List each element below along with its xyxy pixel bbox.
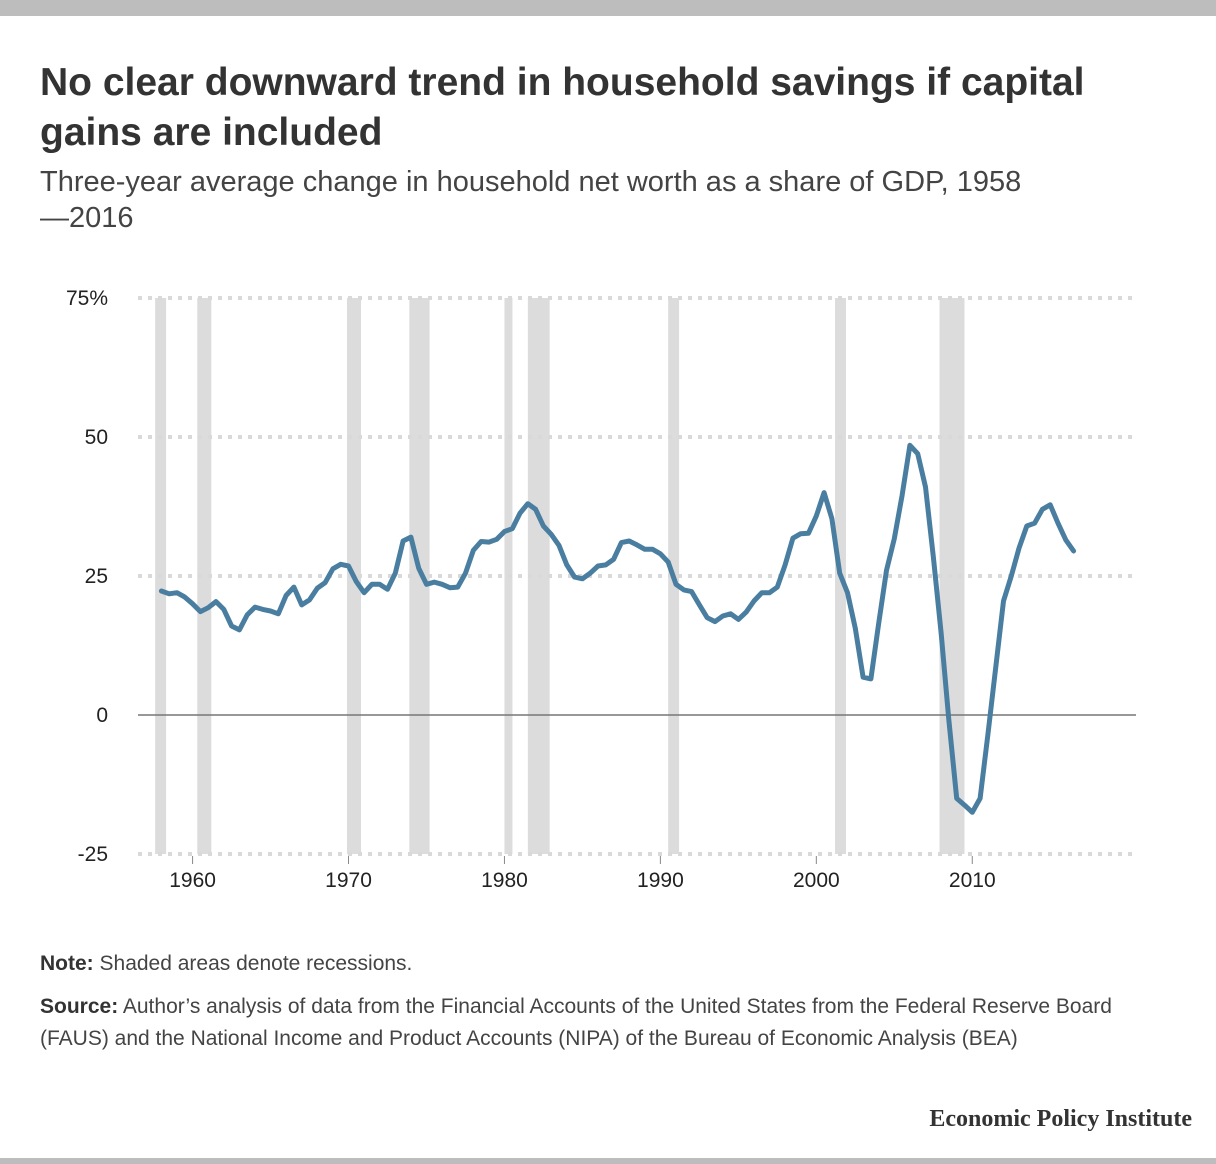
y-tick-label: 25 [85,565,108,588]
x-axis-tick-labels: 1960 1970 1980 1990 2000 2010 [169,856,996,892]
chart-note: Note: Shaded areas denote recessions. [40,948,1180,980]
x-tick-label: 2000 [793,869,840,892]
x-tick-label: 1970 [325,869,372,892]
gridlines [138,296,1136,856]
series-lines [158,442,1077,815]
x-tick-label: 2010 [949,869,996,892]
x-tick-label: 1990 [637,869,684,892]
source-label: Source: [40,995,119,1018]
source-text: Author’s analysis of data from the Finan… [40,995,1112,1050]
y-tick-label: 0 [96,704,108,727]
y-tick-label: 50 [85,426,108,449]
note-label: Note: [40,952,94,975]
note-text: Shaded areas denote recessions. [99,952,413,975]
y-axis-tick-labels: 75% 50 25 0 -25 [66,287,108,866]
brand-logo-text: Economic Policy Institute [929,1106,1192,1132]
chart-title: No clear downward trend in household sav… [40,61,1085,154]
chart-subtitle: Three-year average change in household n… [40,166,1022,234]
chart-source: Source: Author’s analysis of data from t… [40,991,1180,1055]
y-tick-label: -25 [78,843,108,866]
line-chart: 75% 50 25 0 -25 1960 1970 1980 1990 2000 2010 [66,287,1136,892]
x-tick-label: 1980 [481,869,528,892]
series-line-1 [158,442,1077,815]
bottom-border-bar [0,1158,1216,1164]
top-border-bar [0,0,1216,16]
y-tick-label: 75% [66,287,108,310]
x-tick-label: 1960 [169,869,216,892]
